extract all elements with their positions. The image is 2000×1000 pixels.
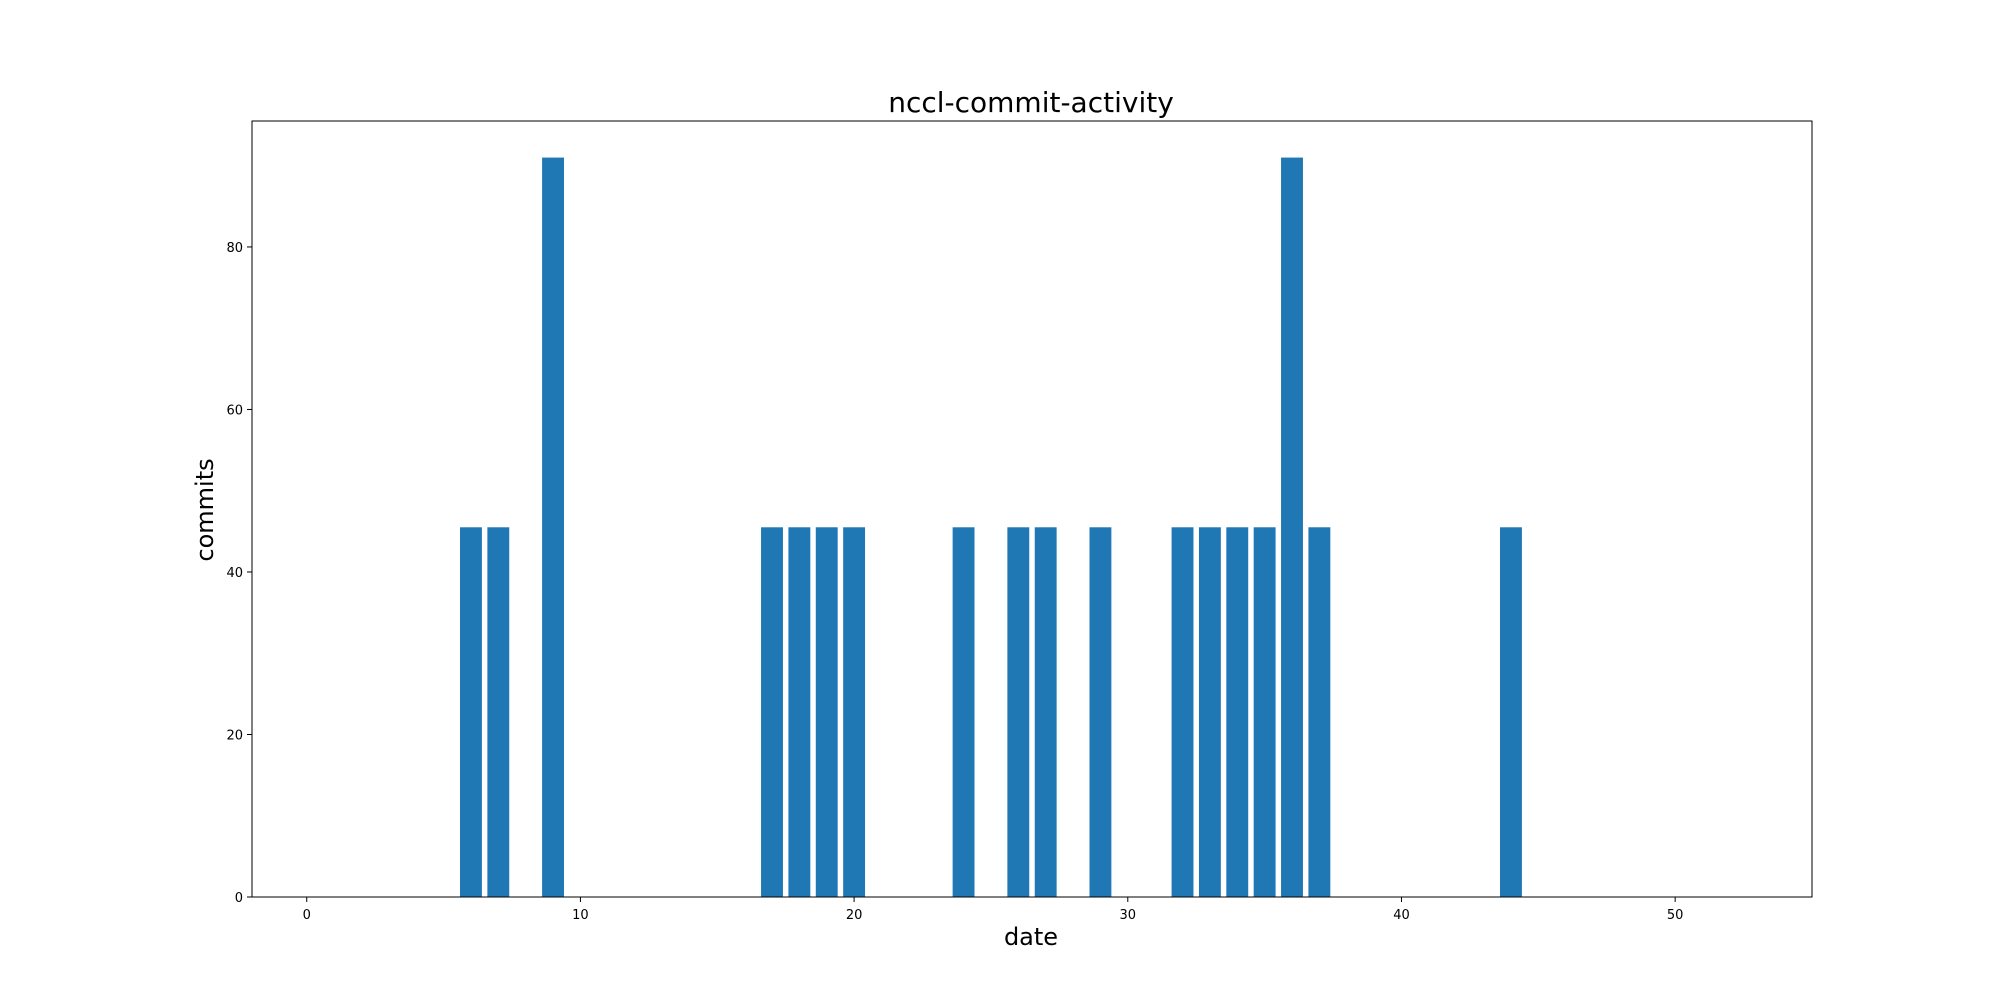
- x-tick-label: 0: [303, 908, 311, 923]
- bar-20: [843, 527, 866, 897]
- bar-34: [1226, 527, 1249, 897]
- y-tick-label: 40: [226, 566, 243, 581]
- x-axis: 0 10 20 30 40 50: [303, 897, 1684, 923]
- y-tick-label: 0: [235, 891, 243, 906]
- x-tick-label: 40: [1393, 908, 1410, 923]
- y-axis: 0 20 40 60 80: [226, 241, 252, 906]
- bar-33: [1198, 527, 1221, 897]
- bar-32: [1171, 527, 1194, 897]
- bar-37: [1308, 527, 1331, 897]
- bars: [460, 157, 1522, 898]
- y-tick-label: 80: [226, 241, 243, 256]
- x-tick-label: 30: [1120, 908, 1137, 923]
- y-tick-label: 20: [226, 728, 243, 743]
- chart-title: nccl-commit-activity: [888, 86, 1174, 119]
- bar-24: [952, 527, 975, 897]
- bar-7: [487, 527, 510, 897]
- bar-36: [1281, 157, 1303, 898]
- bar-44: [1500, 527, 1522, 897]
- bar-35: [1253, 527, 1276, 897]
- x-tick-label: 20: [846, 908, 863, 923]
- bar-9: [542, 157, 564, 898]
- bar-29: [1089, 527, 1112, 897]
- x-tick-label: 10: [572, 908, 589, 923]
- x-tick-label: 50: [1667, 908, 1684, 923]
- x-axis-label: date: [1004, 923, 1058, 951]
- bar-19: [815, 527, 838, 897]
- bar-18: [788, 527, 811, 897]
- y-axis-label: commits: [191, 458, 219, 561]
- plot-frame: [251, 120, 1813, 898]
- bar-27: [1034, 527, 1057, 897]
- bar-17: [761, 527, 783, 897]
- bar-6: [460, 527, 482, 897]
- y-tick-label: 60: [226, 403, 243, 418]
- bar-26: [1007, 527, 1030, 897]
